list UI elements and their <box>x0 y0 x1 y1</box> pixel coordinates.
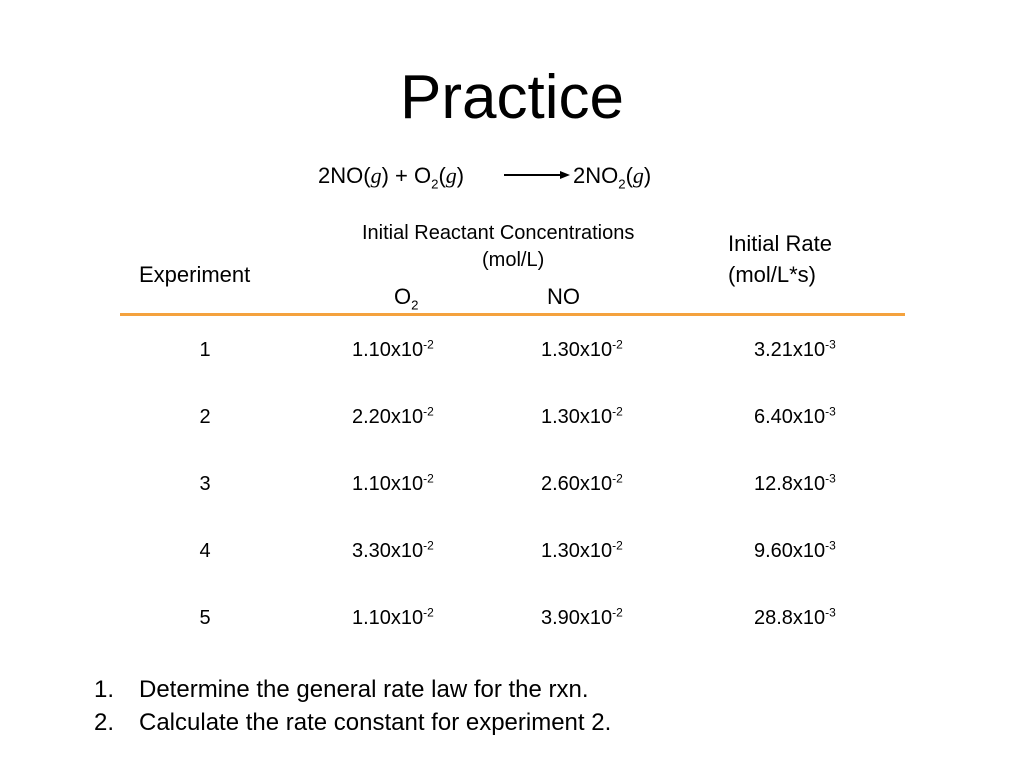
cell-no: 1.30x10-2 <box>541 404 623 428</box>
cell-experiment: 3 <box>199 473 211 495</box>
reactant-o2: O <box>414 163 432 188</box>
cell-no: 1.30x10-2 <box>541 337 623 361</box>
header-no: NO <box>547 284 580 309</box>
cell-experiment: 4 <box>199 540 211 562</box>
cell-experiment: 2 <box>199 406 211 428</box>
header-divider <box>120 313 905 316</box>
cell-o2: 1.10x10-2 <box>352 605 434 629</box>
cell-o2: 1.10x10-2 <box>352 337 434 361</box>
question-number: 2. <box>93 709 114 736</box>
reactant-no: 2NO( <box>318 163 371 188</box>
cell-no: 1.30x10-2 <box>541 538 623 562</box>
cell-no: 3.90x10-2 <box>541 605 623 629</box>
cell-rate: 6.40x10-3 <box>754 404 836 428</box>
header-experiment: Experiment <box>139 262 251 287</box>
question-number: 1. <box>93 676 114 703</box>
header-rate: Initial Rate <box>728 231 832 256</box>
header-concentrations: Initial Reactant Concentrations <box>362 222 635 244</box>
header-rate-unit: (mol/L*s) <box>728 262 817 287</box>
plus-sign: + <box>395 163 408 188</box>
cell-rate: 9.60x10-3 <box>754 538 836 562</box>
state-gas: g <box>370 163 382 188</box>
cell-rate: 12.8x10-3 <box>754 471 836 495</box>
state-gas: g <box>445 163 457 188</box>
question-text: Calculate the rate constant for experime… <box>139 709 612 736</box>
cell-o2: 3.30x10-2 <box>352 538 434 562</box>
question-text: Determine the general rate law for the r… <box>139 676 589 703</box>
cell-rate: 3.21x10-3 <box>754 337 836 361</box>
equation-product: 2NO2(g) <box>573 163 652 192</box>
product-no2: 2NO <box>573 163 619 188</box>
cell-no: 2.60x10-2 <box>541 471 623 495</box>
cell-o2: 2.20x10-2 <box>352 404 434 428</box>
state-gas: g <box>632 163 644 188</box>
cell-experiment: 1 <box>199 339 211 361</box>
cell-rate: 28.8x10-3 <box>754 605 836 629</box>
equation-reactants: 2NO(g) + O2(g) <box>318 163 465 192</box>
header-concentrations-unit: (mol/L) <box>482 249 545 271</box>
right-arrow-icon <box>504 171 570 179</box>
page-title: Practice <box>400 63 624 132</box>
cell-experiment: 5 <box>199 607 211 629</box>
header-o2: O2 <box>394 284 419 313</box>
cell-o2: 1.10x10-2 <box>352 471 434 495</box>
